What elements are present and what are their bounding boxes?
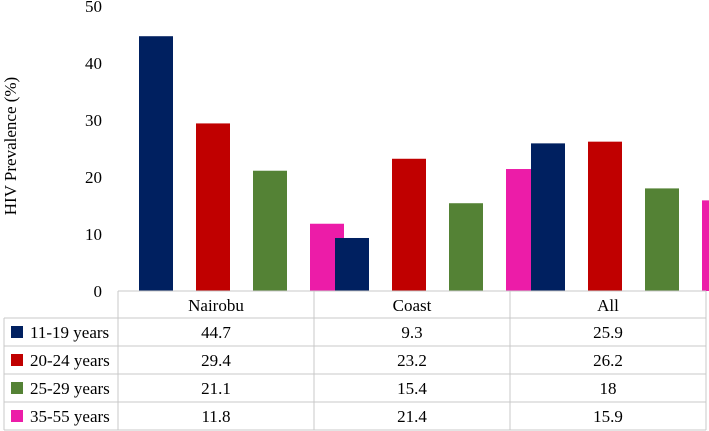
data-label: 18 — [600, 379, 617, 398]
category-label: Nairobu — [188, 296, 244, 315]
data-label: 9.3 — [401, 323, 422, 342]
bar — [253, 170, 287, 291]
y-tick-label: 20 — [85, 168, 102, 187]
data-label: 26.2 — [593, 351, 623, 370]
data-label: 23.2 — [397, 351, 427, 370]
legend-swatch — [11, 326, 23, 338]
legend-swatch — [11, 382, 23, 394]
y-axis-ticks: 0 10 20 30 40 50 — [85, 0, 102, 301]
data-label: 29.4 — [201, 351, 231, 370]
series-label: 11-19 years — [30, 323, 109, 342]
legend-swatch — [11, 354, 23, 366]
bar — [645, 188, 679, 291]
data-label: 15.9 — [593, 407, 623, 426]
bar — [531, 143, 565, 291]
bar — [196, 123, 230, 291]
data-label: 25.9 — [593, 323, 623, 342]
bar — [392, 158, 426, 291]
y-tick-label: 0 — [94, 282, 103, 301]
bar — [335, 237, 369, 291]
y-tick-label: 40 — [85, 54, 102, 73]
bar — [139, 36, 173, 292]
category-label: All — [597, 296, 619, 315]
bars — [139, 36, 709, 292]
y-axis-label: HIV Prevalence (%) — [1, 77, 20, 215]
data-label: 21.4 — [397, 407, 427, 426]
data-label: 44.7 — [201, 323, 231, 342]
data-label: 21.1 — [201, 379, 231, 398]
y-tick-label: 50 — [85, 0, 102, 16]
series-label: 20-24 years — [30, 351, 110, 370]
category-label: Coast — [393, 296, 432, 315]
bar — [449, 203, 483, 291]
y-tick-label: 10 — [85, 225, 102, 244]
y-tick-label: 30 — [85, 111, 102, 130]
series-label: 35-55 years — [30, 407, 110, 426]
data-label: 15.4 — [397, 379, 427, 398]
series-label: 25-29 years — [30, 379, 110, 398]
bar — [702, 200, 709, 291]
data-label: 11.8 — [201, 407, 230, 426]
data-table: Nairobu Coast All 11-19 years 44.7 9.3 25.9 20-… — [3, 290, 707, 431]
bar — [588, 141, 622, 291]
legend-swatch — [11, 410, 23, 422]
